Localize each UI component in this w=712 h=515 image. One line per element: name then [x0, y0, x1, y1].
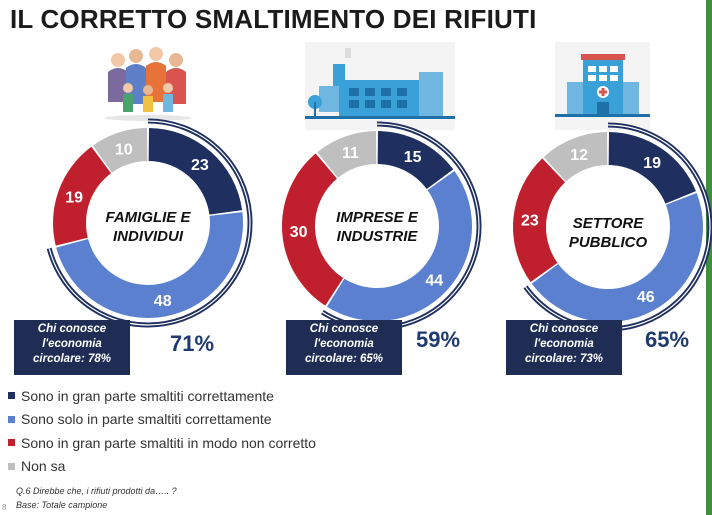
legend-item: Non sa: [8, 455, 316, 479]
slice-largely-correct: [377, 131, 454, 190]
legend-label: Sono in gran parte smaltiti in modo non …: [21, 434, 316, 451]
hospital-illustration: [555, 42, 650, 130]
donut-chart-svg: 19 46 23 12: [513, 122, 712, 332]
slice-largely-correct: [148, 128, 243, 215]
slice-value-label: 11: [342, 145, 359, 162]
slice-value-label: 23: [191, 157, 209, 174]
slice-value-label: 19: [643, 155, 661, 172]
box-line: l'economia: [534, 338, 594, 350]
legend-swatch: [8, 415, 15, 423]
legend-swatch: [8, 392, 15, 400]
slice-largely-correct: [608, 132, 696, 204]
box-line: l'economia: [42, 338, 102, 350]
legend-item: Sono in gran parte smaltiti correttament…: [8, 384, 316, 408]
center-label-line-2: PUBBLICO: [568, 234, 648, 251]
slice-value-label: 19: [65, 189, 83, 206]
box-line: Chi conosce: [529, 323, 599, 335]
base-footnote: Base: Totale campione: [16, 500, 108, 510]
awareness-box: Chi conosce l'economia circolare: 65%: [286, 320, 402, 375]
legend-label: Non sa: [21, 458, 66, 475]
slice-dont-know: [92, 128, 148, 173]
slice-partly-correct: [56, 212, 243, 318]
legend-swatch: [8, 439, 15, 447]
legend-item: Sono in gran parte smaltiti in modo non …: [8, 431, 316, 455]
slice-value-label: 15: [404, 149, 422, 166]
legend-item: Sono solo in parte smaltiti correttament…: [8, 408, 316, 432]
box-line: Chi conosce: [37, 323, 107, 335]
slice-partly-correct: [531, 192, 703, 323]
page-title: IL CORRETTO SMALTIMENTO DEI RIFIUTI: [10, 4, 537, 34]
box-line: circolare: 78%: [33, 353, 111, 365]
slice-value-label: 30: [290, 224, 308, 241]
center-label-line-2: INDUSTRIE: [336, 228, 418, 245]
chart-legend: Sono in gran parte smaltiti correttament…: [8, 384, 316, 478]
factory-illustration: [305, 42, 455, 130]
center-label-line-1: FAMIGLIE E: [105, 209, 191, 226]
legend-label: Sono in gran parte smaltiti correttament…: [21, 387, 274, 404]
donut-center-label: SETTORE PUBBLICO: [543, 214, 673, 252]
awareness-box: Chi conosce l'economia circolare: 73%: [506, 320, 622, 375]
donut-chart-svg: 23 48 19 10: [46, 118, 253, 328]
legend-label: Sono solo in parte smaltiti correttament…: [21, 411, 272, 428]
slice-value-label: 12: [570, 147, 588, 164]
box-line: Chi conosce: [309, 323, 379, 335]
center-label-line-1: IMPRESE E: [336, 209, 418, 226]
center-label-line-1: SETTORE: [572, 215, 644, 232]
donut-center-label: IMPRESE E INDUSTRIE: [312, 208, 442, 246]
donut-settore: 19 46 23 12 SETTORE PUBBLICO: [494, 40, 712, 380]
slice-incorrect: [513, 158, 566, 283]
donut-center-label: FAMIGLIE E INDIVIDUI: [83, 208, 213, 246]
slice-incorrect: [53, 146, 112, 246]
outer-arc-highlight: [48, 120, 251, 326]
slice-partly-correct: [326, 170, 472, 321]
slice-value-label: 48: [154, 293, 172, 310]
slice-value-label: 46: [637, 289, 655, 306]
outer-arc-percent: 59%: [416, 327, 461, 352]
box-line: circolare: 73%: [525, 353, 603, 365]
slice-value-label: 10: [115, 141, 133, 158]
legend-swatch: [8, 462, 15, 470]
outer-arc-percent: 65%: [645, 327, 690, 352]
center-label-line-2: INDIVIDUI: [112, 228, 183, 245]
slice-incorrect: [281, 153, 344, 306]
page-number: 8: [2, 503, 7, 512]
slice-value-label: 44: [425, 273, 443, 290]
slice-dont-know: [317, 131, 377, 178]
family-illustration: [104, 47, 192, 121]
question-footnote: Q.6 Direbbe che, i rifiuti prodotti da….…: [16, 486, 177, 496]
awareness-box: Chi conosce l'economia circolare: 78%: [14, 320, 130, 375]
accent-bar: [706, 0, 712, 515]
slice-dont-know: [543, 132, 608, 182]
donut-famiglie: 23 48 19 10 FAMIGLIE E INDIVIDUI: [40, 40, 265, 380]
outer-arc-percent: 71%: [170, 331, 215, 356]
box-line: l'economia: [314, 338, 374, 350]
slice-value-label: 23: [521, 213, 539, 230]
box-line: circolare: 65%: [305, 353, 383, 365]
